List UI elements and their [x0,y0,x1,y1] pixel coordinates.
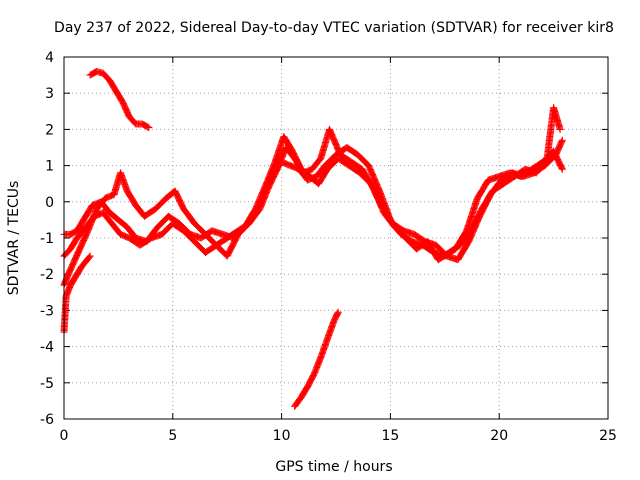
data-point [86,252,94,260]
data-point [334,308,342,316]
series-track-b [291,308,342,410]
data-markers [60,67,566,410]
y-tick-label: 0 [45,195,54,211]
y-tick-label: -3 [40,303,54,319]
data-point [558,165,566,173]
x-tick-label: 0 [60,428,69,444]
y-tick-label: -1 [40,231,54,247]
plot-frame [63,56,609,420]
series-track-e [60,104,564,264]
y-tick-label: 2 [45,122,54,138]
y-tick-label: -2 [40,267,54,283]
data-point [145,124,153,132]
y-tick-label: 4 [45,50,54,66]
data-point [144,123,152,131]
x-tick-label: 25 [599,428,617,444]
x-tick-label: 10 [273,428,291,444]
series-track-f [60,252,94,336]
y-tick-label: -6 [40,412,54,428]
grid-lines [64,57,608,419]
y-tick-label: 1 [45,159,54,175]
x-tick-label: 15 [381,428,399,444]
y-tick-label: -5 [40,376,54,392]
y-axis-label: SDTVAR / TECUs [6,181,22,296]
data-point [556,125,564,133]
y-tick-label: -4 [40,340,54,356]
chart-title: Day 237 of 2022, Sidereal Day-to-day VTE… [54,20,614,36]
data-point [85,253,93,261]
x-tick-label: 20 [490,428,508,444]
axis-ticks: 0 5 10 15 20 25 -6 -5 -4 -3 -2 -1 0 1 2 3 4 [40,50,617,444]
data-point [558,136,566,144]
data-point [558,164,566,172]
y-tick-label: 3 [45,86,54,102]
x-axis-label: GPS time / hours [275,459,392,475]
series-track-a [86,67,153,132]
x-tick-label: 5 [168,428,177,444]
